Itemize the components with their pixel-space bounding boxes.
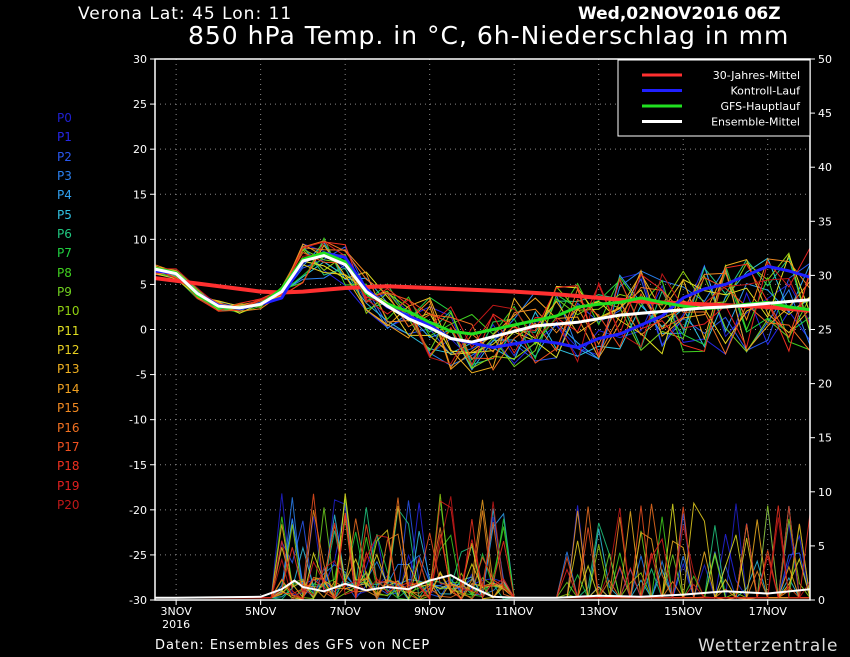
member-label-p9: P9 xyxy=(57,285,72,300)
legend-label: Kontroll-Lauf xyxy=(731,85,802,98)
ensemble-member-list: P0 P1 P2 P3 P4 P5 P6 P7 P8 P9 P10 P11 P12 P13 P14 P15 P1… xyxy=(57,109,97,515)
chart-title: 850 hPa Temp. in °C, 6h-Niederschlag in … xyxy=(188,21,790,50)
legend-label: 30-Jahres-Mittel xyxy=(713,69,800,82)
y-right-tick-label: 25 xyxy=(818,324,832,337)
y-right-tick-label: 0 xyxy=(818,594,825,607)
member-precip-line xyxy=(155,496,811,601)
y-left-tick-label: -30 xyxy=(129,594,147,607)
y-right-tick-label: 50 xyxy=(818,53,832,66)
x-tick-label: 15NOV xyxy=(664,605,703,618)
y-right-tick-label: 15 xyxy=(818,432,832,445)
y-left-tick-label: 15 xyxy=(133,188,147,201)
y-right-tick-label: 40 xyxy=(818,161,832,174)
member-label-p4: P4 xyxy=(57,188,72,203)
member-label-p1: P1 xyxy=(57,130,72,145)
legend-label: Ensemble-Mittel xyxy=(711,116,800,129)
member-label-p19: P19 xyxy=(57,478,80,493)
legend-box xyxy=(617,59,811,137)
y-left-tick-label: -20 xyxy=(129,504,147,517)
member-label-p3: P3 xyxy=(57,169,72,184)
member-label-p18: P18 xyxy=(57,459,80,474)
y-left-tick-label: -5 xyxy=(136,369,147,382)
run-date: Wed,02NOV2016 06Z xyxy=(578,4,781,24)
series-line-ensemble-mittel xyxy=(154,254,811,344)
member-label-p6: P6 xyxy=(57,227,72,242)
legend-label: GFS-Hauptlauf xyxy=(720,100,801,113)
data-source-note: Daten: Ensembles des GFS von NCEP xyxy=(155,638,431,653)
member-label-p17: P17 xyxy=(57,439,80,454)
x-tick-label: 3NOV xyxy=(161,605,193,618)
location-label: Verona Lat: 45 Lon: 11 xyxy=(78,4,293,24)
member-temp-line xyxy=(154,251,811,364)
member-label-p7: P7 xyxy=(57,246,72,261)
y-left-tick-label: 30 xyxy=(133,53,147,66)
y-right-tick-label: 10 xyxy=(818,486,832,499)
y-right-tick-label: 30 xyxy=(818,269,832,282)
y-left-tick-label: -15 xyxy=(129,459,147,472)
member-label-p12: P12 xyxy=(57,343,80,358)
y-right-tick-label: 20 xyxy=(818,378,832,391)
y-left-tick-label: -25 xyxy=(129,549,147,562)
member-label-p20: P20 xyxy=(57,497,80,512)
series-line-ensemble-precip-mean xyxy=(155,574,811,599)
member-temp-line xyxy=(154,264,811,366)
x-tick-label: 5NOV xyxy=(245,605,277,618)
member-label-p8: P8 xyxy=(57,265,72,280)
member-label-p14: P14 xyxy=(57,381,80,396)
member-label-p15: P15 xyxy=(57,401,80,416)
x-tick-label: 9NOV xyxy=(414,605,446,618)
member-label-p11: P11 xyxy=(57,323,80,338)
x-tick-year: 2016 xyxy=(162,618,190,631)
y-left-tick-label: 5 xyxy=(140,278,147,291)
y-right-tick-label: 5 xyxy=(818,540,825,553)
y-right-tick-label: 45 xyxy=(818,107,832,120)
y-left-tick-label: -10 xyxy=(129,414,147,427)
y-left-tick-label: 10 xyxy=(133,233,147,246)
member-label-p10: P10 xyxy=(57,304,80,319)
member-label-p16: P16 xyxy=(57,420,80,435)
member-temp-line xyxy=(154,247,811,370)
brand-label: Wetterzentrale xyxy=(698,636,839,656)
y-left-tick-label: 25 xyxy=(133,98,147,111)
member-label-p5: P5 xyxy=(57,207,72,222)
x-tick-label: 17NOV xyxy=(749,605,788,618)
y-left-tick-label: 20 xyxy=(133,143,147,156)
x-tick-label: 13NOV xyxy=(580,605,619,618)
y-right-tick-label: 35 xyxy=(818,215,832,228)
member-label-p0: P0 xyxy=(57,111,72,125)
x-tick-label: 7NOV xyxy=(330,605,362,618)
member-label-p2: P2 xyxy=(57,149,72,164)
x-tick-label: 11NOV xyxy=(495,605,534,618)
member-label-p13: P13 xyxy=(57,362,80,377)
y-left-tick-label: 0 xyxy=(140,324,147,337)
